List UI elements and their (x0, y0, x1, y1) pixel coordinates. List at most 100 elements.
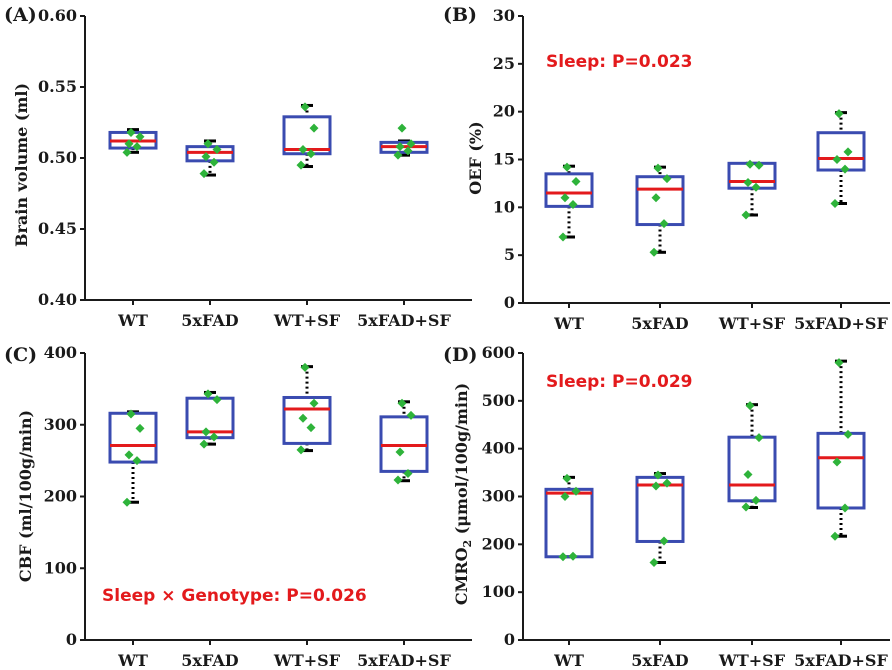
panel-d-data-point (649, 558, 659, 568)
panel-a-plot-area: 0.40 0.45 0.50 0.55 0.60 WT 5xFAD WT+SF 5xFAD+SF (38, 6, 472, 330)
panel-c-box-group (108, 409, 158, 507)
panel-d-data-point (659, 536, 669, 546)
panel-c-data-point (306, 423, 316, 433)
panel-c-data-point (201, 427, 211, 437)
panel-d-plot-area: 0 100 200 300 400 500 600 WT 5xFAD WT+SF 5xFAD+SF (482, 343, 890, 670)
panel-c-x-tick-label: 5xFAD+SF (357, 651, 451, 670)
panel-a-y-tick-label: 0.60 (38, 6, 77, 25)
panel-a-data-point (126, 127, 136, 137)
panel-b-y-tick-label: 30 (493, 6, 515, 25)
panel-a-box-group (282, 102, 332, 170)
panel-c-y-tick-label: 300 (44, 415, 77, 434)
panel-c-data-point (298, 413, 308, 423)
panel-a-box-group (379, 123, 429, 160)
panel-b-data-point (751, 182, 761, 192)
panel-d-data-point (840, 503, 850, 513)
panel-a-data-point (212, 144, 222, 154)
panel-a-x-tick-label: 5xFAD (181, 311, 239, 330)
panel-c-data-point (395, 447, 405, 457)
panel-a-y-tick-label: 0.45 (38, 219, 77, 238)
panel-d-box (635, 475, 685, 543)
panel-b-data-point (653, 163, 663, 173)
panel-b-y-tick-label: 10 (493, 197, 515, 216)
panel-d-data-point (832, 457, 842, 467)
panel-b-data-point (832, 155, 842, 164)
panel-a-data-point (201, 152, 211, 162)
panel-c-y-tick-label: 400 (44, 343, 77, 362)
panel-d-box-group (635, 470, 685, 568)
panel-c-data-point (397, 398, 407, 408)
panel-d-box-group (816, 358, 866, 541)
panel-b-data-point (843, 147, 853, 157)
panel-c-data-point (124, 450, 134, 460)
panel-d-y-tick-label: 100 (482, 582, 515, 601)
panel-c-box-group (185, 389, 235, 449)
panel-c-y-tick-label: 100 (44, 558, 77, 577)
panel-c-data-point (135, 423, 145, 433)
panel-a-y-title-main: Brain volume (ml) (12, 83, 31, 247)
panel-b-data-point (649, 247, 659, 257)
panel-d-x-tick-label: 5xFAD+SF (794, 651, 888, 670)
panel-c-data-point (199, 439, 209, 449)
panel-d-data-point (834, 358, 844, 368)
panel-c-x-tick-label: WT+SF (273, 651, 341, 670)
panel-a-data-point (403, 146, 413, 156)
panel-b-data-point (651, 193, 661, 203)
panel-d-box-group (727, 401, 777, 512)
panel-d-x-tick-label: 5xFAD (631, 651, 689, 670)
panel-a-y-axis-title: Brain volume (ml) (12, 83, 31, 247)
panel-d-label: (D) (443, 344, 477, 366)
panel-c-data-point (403, 469, 413, 479)
panel-b-data-point (743, 177, 753, 187)
panel-b-data-point (741, 210, 751, 220)
panel-d-y-tick-label: 200 (482, 534, 515, 553)
panel-a-data-point (306, 149, 316, 159)
panel-c-y-tick-label: 200 (44, 487, 77, 506)
panel-d-y-tick-label: 0 (504, 630, 515, 649)
panel-d-box (727, 435, 777, 503)
panel-b-data-point (834, 109, 844, 119)
panel-c-plot-area: 0 100 200 300 400 WT 5xFAD WT+SF 5xFAD+SF (44, 343, 472, 670)
panel-d-data-point (741, 502, 751, 512)
panel-a-x-tick-label: 5xFAD+SF (357, 311, 451, 330)
panel-a-data-point (300, 102, 310, 112)
panel-c-label: (C) (4, 344, 37, 366)
panel-c-box (185, 396, 235, 440)
panel-b-data-point (840, 164, 850, 174)
panel-a-data-point (309, 123, 319, 133)
panel-a-data-point (296, 160, 306, 170)
panel-b-box (635, 175, 685, 227)
panel-d-y-title-main: CMRO (452, 547, 471, 605)
panel-c-data-point (296, 445, 306, 455)
panel-b-x-tick-label: 5xFAD (631, 314, 689, 333)
panel-c-x-tick-label: 5xFAD (181, 651, 239, 670)
panel-a-data-point (122, 147, 132, 157)
panel-d-data-point (653, 470, 663, 480)
panel-a-data-point (203, 139, 213, 149)
panel-b-box (544, 172, 594, 208)
panel-c-box (282, 395, 332, 445)
panel-d-data-point (651, 481, 661, 491)
panel-b-box-group (544, 162, 594, 242)
panel-d-y-axis-title: CMRO2 (μmol/100g/min) (452, 383, 474, 605)
panel-d-y-tick-label: 600 (482, 343, 515, 362)
panel-d-box (544, 487, 594, 559)
panel-c-data-point (393, 475, 403, 485)
panel-b-label: (B) (443, 4, 477, 26)
panel-c-box-group (282, 362, 332, 455)
panel-c-data-point (300, 362, 310, 372)
panel-a-label: (A) (4, 4, 37, 26)
panel-a-data-point (135, 132, 145, 142)
panel-b-data-point (560, 193, 570, 203)
panel-d-data-point (745, 401, 755, 411)
panel-a-data-point (124, 139, 134, 149)
panel-b-x-tick-label: WT (553, 314, 584, 333)
panel-d-data-point (843, 429, 853, 439)
panel-b-y-title-main: OEF (%) (466, 121, 485, 194)
panel-c-y-tick-label: 0 (66, 630, 77, 649)
panel-c-x-tick-label: WT (117, 651, 148, 670)
panel-b-data-point (562, 162, 572, 172)
panel-c-data-point (309, 398, 319, 408)
panel-c-data-point (122, 497, 132, 507)
panel-a-x-tick-label: WT (117, 311, 148, 330)
